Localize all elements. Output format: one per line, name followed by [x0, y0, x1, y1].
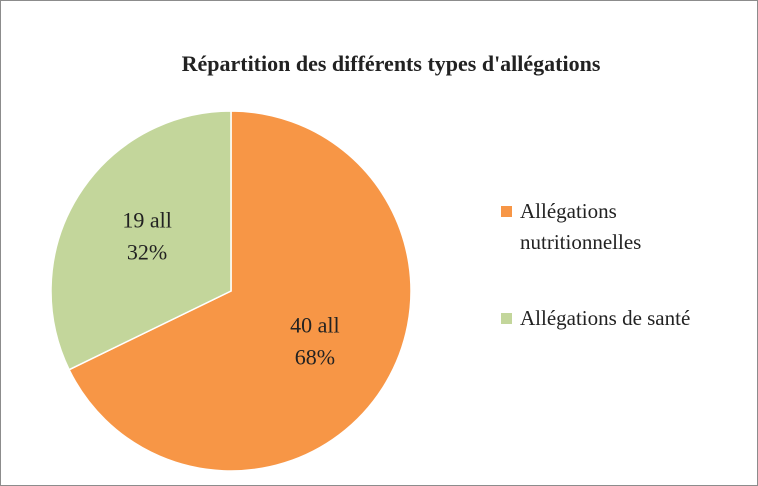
legend-label: Allégations de santé: [520, 306, 691, 330]
percent-label: 68%: [295, 345, 335, 370]
percent-label: 32%: [127, 240, 167, 265]
pie-slice: [50, 110, 232, 371]
pie-slice: [68, 110, 412, 472]
legend-swatch: [501, 206, 512, 217]
data-label: 40 all: [290, 313, 340, 338]
legend-item: Allégations nutritionnelles: [501, 196, 710, 258]
legend-item: Allégations de santé: [501, 303, 710, 334]
legend-label: Allégations nutritionnelles: [520, 199, 642, 254]
legend-swatch: [501, 313, 512, 324]
chart-title: Répartition des différents types d'allég…: [182, 51, 601, 76]
data-label: 19 all: [122, 208, 172, 233]
